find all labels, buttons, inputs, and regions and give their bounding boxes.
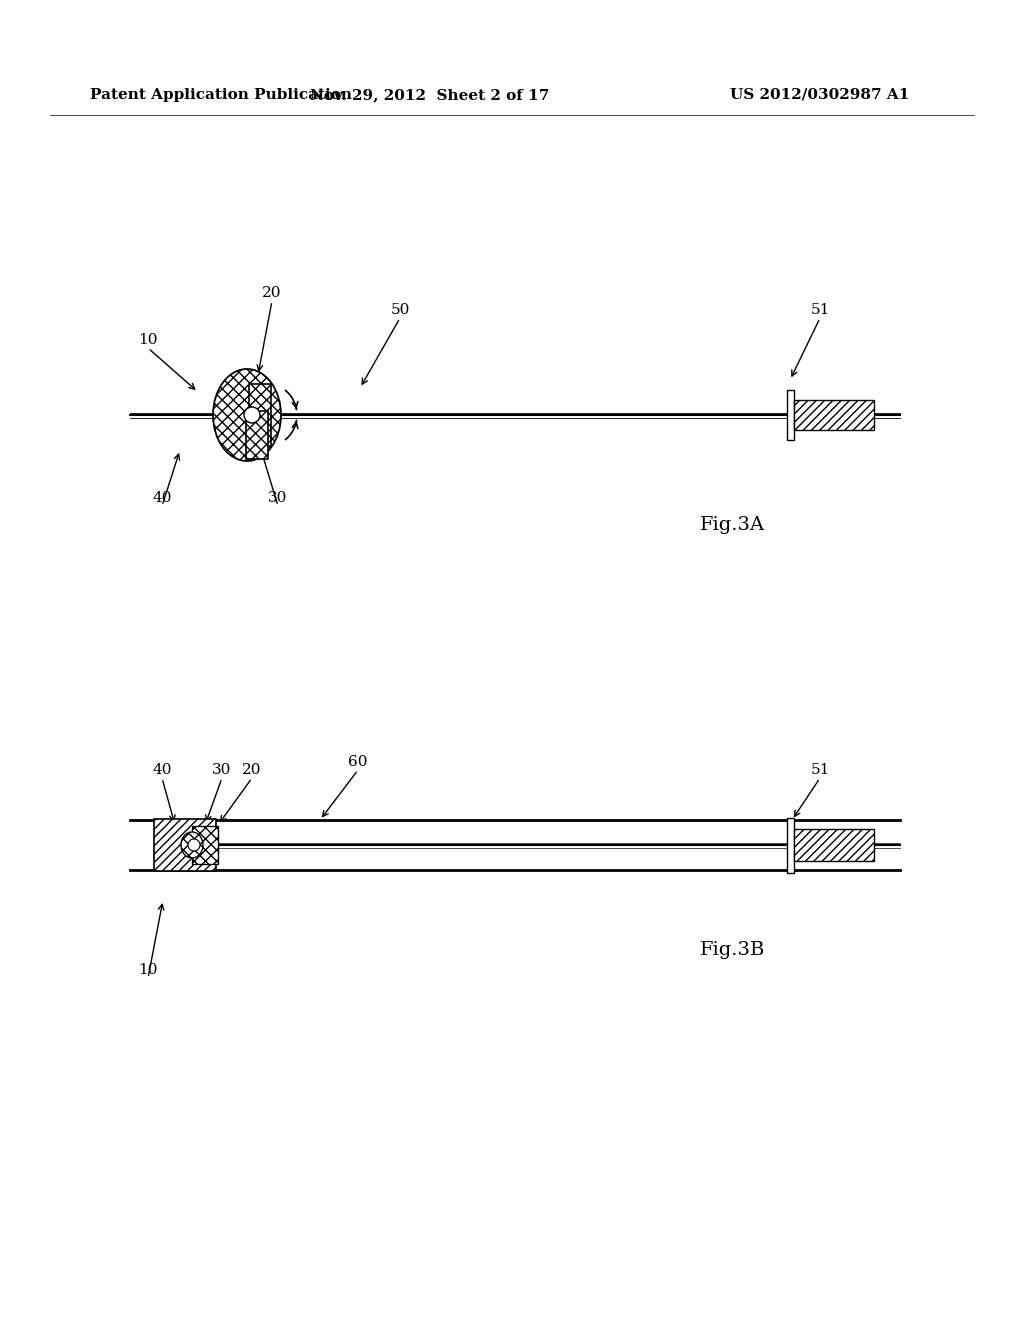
Text: 10: 10 [138,964,158,977]
Bar [794,829,873,861]
Text: Fig.3B: Fig.3B [700,941,765,960]
Text: 40: 40 [153,763,172,777]
Text: 30: 30 [268,491,288,506]
Text: 51: 51 [810,304,829,317]
Bar [154,818,216,871]
Text: 20: 20 [243,763,262,777]
Text: Nov. 29, 2012  Sheet 2 of 17: Nov. 29, 2012 Sheet 2 of 17 [310,88,550,102]
Text: US 2012/0302987 A1: US 2012/0302987 A1 [730,88,909,102]
Ellipse shape [213,370,281,461]
Circle shape [244,407,260,422]
Bar [193,826,218,865]
Bar [249,384,271,446]
Text: 60: 60 [348,755,368,770]
Bar [786,389,794,440]
Text: 30: 30 [212,763,231,777]
Circle shape [188,840,200,851]
Text: 10: 10 [138,333,158,347]
Text: Patent Application Publication: Patent Application Publication [90,88,352,102]
Ellipse shape [181,832,203,858]
Text: 51: 51 [810,763,829,777]
Text: 50: 50 [390,304,410,317]
Text: 40: 40 [153,491,172,506]
Text: Fig.3A: Fig.3A [700,516,765,535]
Text: 20: 20 [262,286,282,300]
Bar [786,817,794,873]
Bar [794,400,873,430]
Bar [246,411,268,459]
